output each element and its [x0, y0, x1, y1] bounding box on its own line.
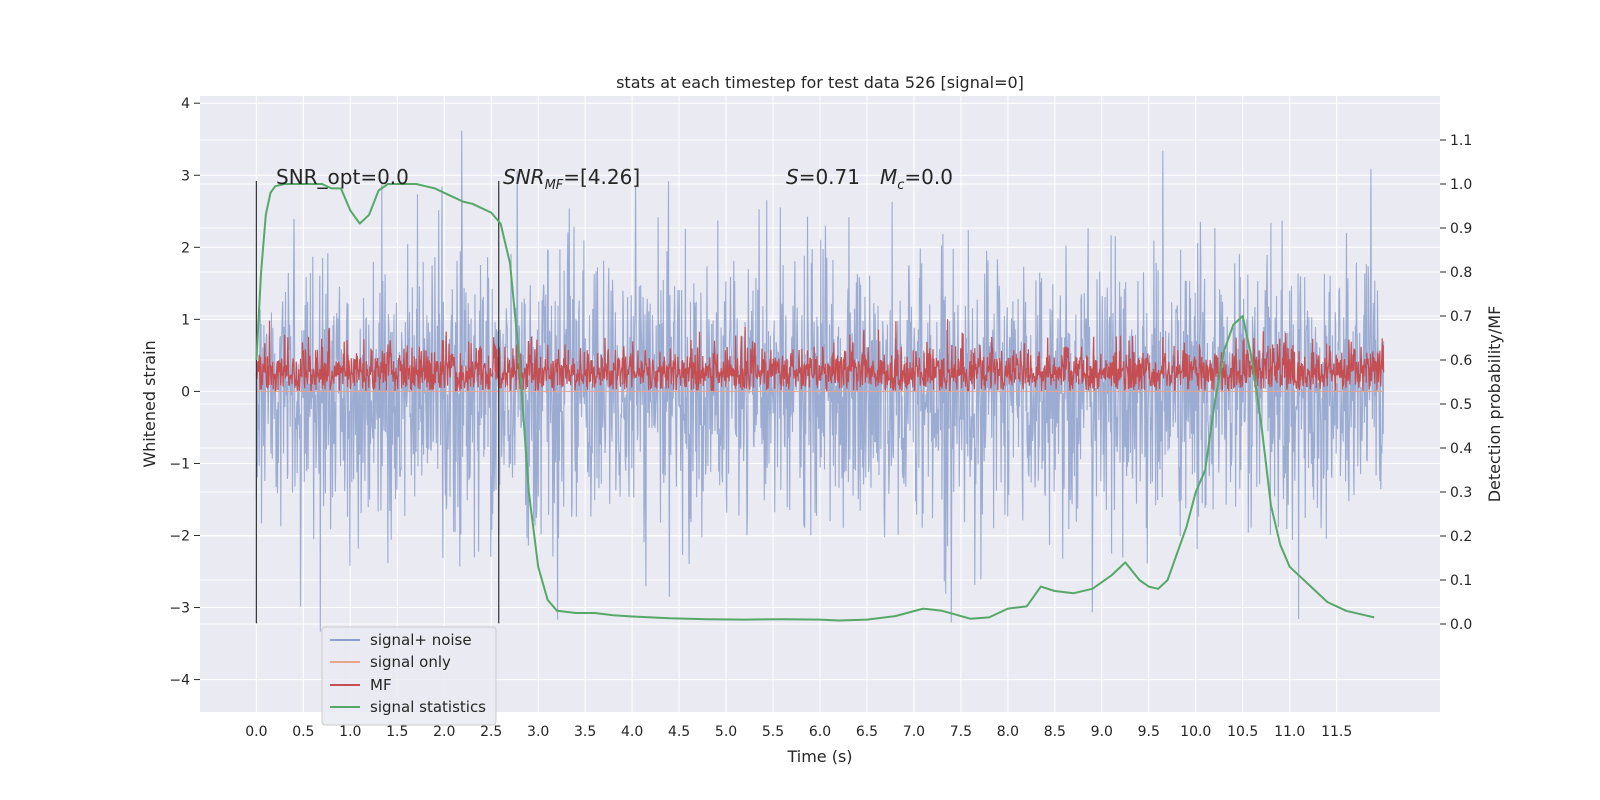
s-annotation: S=0.71 — [786, 165, 860, 189]
series-mf — [255, 319, 1385, 392]
x-tick-label: 6.5 — [856, 724, 878, 740]
y-tick-label: −4 — [169, 673, 190, 689]
right-axis-label: Detection probability/MF — [1485, 306, 1504, 503]
right-tick-label: 0.6 — [1450, 353, 1472, 369]
right-tick-label: 0.1 — [1450, 573, 1472, 589]
series-signal-statistics — [255, 183, 1375, 622]
y-tick-label: 2 — [181, 240, 190, 256]
y-tick-label: −1 — [169, 456, 190, 472]
x-tick-label: 11.5 — [1321, 724, 1352, 740]
chart-title: stats at each timestep for test data 526… — [616, 73, 1024, 92]
right-tick-label: 0.3 — [1450, 485, 1472, 501]
x-tick-label: 4.0 — [621, 724, 643, 740]
y-tick-label: −2 — [169, 528, 190, 544]
x-tick-label: 9.0 — [1091, 724, 1113, 740]
x-tick-label: 1.0 — [339, 724, 361, 740]
x-tick-label: 2.5 — [480, 724, 502, 740]
x-tick-label: 8.5 — [1044, 724, 1066, 740]
right-tick-label: 0.8 — [1450, 265, 1472, 281]
snr-mf-annotation: SNRMF=[4.26] — [503, 165, 640, 193]
right-axis-ticks: 0.0 0.1 0.2 0.3 0.4 0.5 0.6 0.7 0.8 0.9 1.0 1.1 — [1440, 133, 1472, 633]
right-tick-label: 0.0 — [1450, 617, 1472, 633]
right-tick-label: 1.1 — [1450, 133, 1472, 149]
legend: signal+ noise signal only MF signal stat… — [321, 626, 497, 726]
x-tick-label: 11.0 — [1274, 724, 1305, 740]
y-tick-label: 0 — [181, 384, 190, 400]
x-tick-label: 3.0 — [527, 724, 549, 740]
x-tick-label: 2.0 — [433, 724, 455, 740]
right-tick-label: 0.9 — [1450, 221, 1472, 237]
x-tick-label: 9.5 — [1138, 724, 1160, 740]
legend-label-mf: MF — [370, 676, 392, 694]
snr-opt-annotation: SNR_opt=0.0 — [276, 165, 409, 189]
y-tick-label: 3 — [181, 168, 190, 184]
x-axis-label: Time (s) — [786, 747, 852, 766]
x-tick-label: 4.5 — [668, 724, 690, 740]
right-tick-label: 1.0 — [1450, 177, 1472, 193]
right-tick-label: 0.7 — [1450, 309, 1472, 325]
x-tick-label: 5.0 — [715, 724, 737, 740]
mc-annotation: Mc=0.0 — [880, 165, 953, 193]
x-tick-label: 1.5 — [386, 724, 408, 740]
x-tick-label: 3.5 — [574, 724, 596, 740]
x-tick-label: 10.5 — [1227, 724, 1258, 740]
x-tick-label: 5.5 — [762, 724, 784, 740]
y-tick-label: 4 — [181, 96, 190, 112]
legend-label-signal-only: signal only — [370, 653, 451, 671]
right-tick-label: 0.2 — [1450, 529, 1472, 545]
y-tick-label: 1 — [181, 312, 190, 328]
x-tick-label: 8.0 — [997, 724, 1019, 740]
x-axis-ticks: 0.0 0.5 1.0 1.5 2.0 2.5 3.0 3.5 4.0 4.5 5.0 5.5 6.0 6… — [245, 724, 1352, 740]
x-tick-label: 6.0 — [809, 724, 831, 740]
y-axis-ticks: −4 −3 −2 −1 0 1 2 3 4 — [169, 96, 200, 689]
legend-label-signal-statistics: signal statistics — [370, 698, 486, 716]
legend-label-signal-noise: signal+ noise — [370, 631, 472, 649]
x-tick-label: 0.5 — [292, 724, 314, 740]
right-tick-label: 0.4 — [1450, 441, 1472, 457]
x-tick-label: 0.0 — [245, 724, 267, 740]
right-tick-label: 0.5 — [1450, 397, 1472, 413]
x-tick-label: 10.0 — [1180, 724, 1211, 740]
x-tick-label: 7.0 — [903, 724, 925, 740]
y-tick-label: −3 — [169, 601, 190, 617]
x-tick-label: 7.5 — [950, 724, 972, 740]
y-axis-label: Whitened strain — [140, 340, 159, 467]
